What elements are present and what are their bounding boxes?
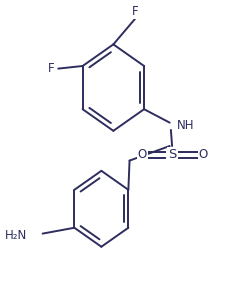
Text: H₂N: H₂N (5, 229, 27, 241)
Text: O: O (199, 148, 208, 161)
Text: S: S (168, 148, 176, 161)
Text: O: O (138, 148, 147, 161)
Text: NH: NH (177, 119, 194, 132)
Text: F: F (48, 62, 54, 75)
Text: F: F (132, 5, 138, 18)
